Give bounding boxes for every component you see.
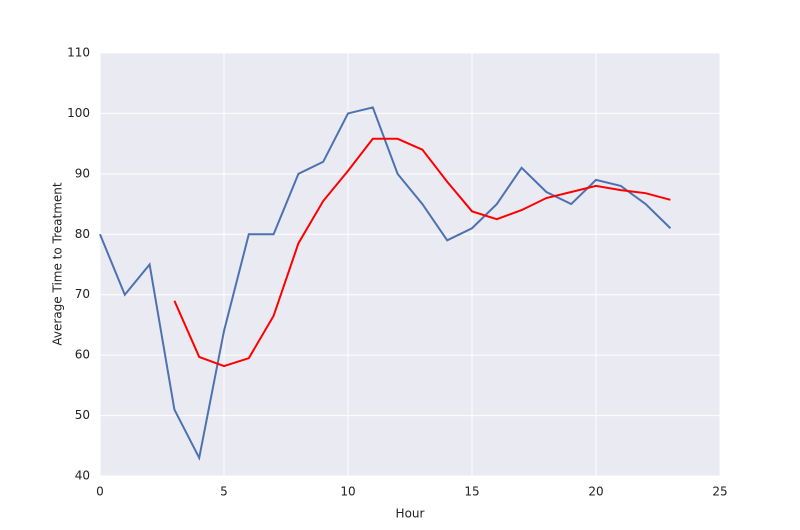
x-tick-label: 20	[588, 485, 603, 499]
x-tick-label: 5	[220, 485, 228, 499]
x-tick-label: 15	[464, 485, 479, 499]
series-line	[173, 137, 671, 368]
y-tick-label: 110	[67, 46, 90, 60]
y-tick-label: 70	[75, 287, 90, 301]
x-tick-label: 10	[340, 485, 355, 499]
y-tick-label: 40	[75, 469, 90, 483]
y-tick-label: 50	[75, 408, 90, 422]
series-line	[99, 106, 672, 461]
x-tick-label: 25	[712, 485, 727, 499]
y-tick-label: 90	[75, 166, 90, 180]
x-tick-label: 0	[96, 485, 104, 499]
y-tick-label: 80	[75, 227, 90, 241]
x-axis-label: Hour	[396, 507, 425, 521]
y-tick-label: 60	[75, 348, 90, 362]
y-axis-label: Average Time to Treatment	[51, 182, 65, 345]
plot-area	[100, 53, 720, 476]
y-tick-label: 100	[67, 106, 90, 120]
